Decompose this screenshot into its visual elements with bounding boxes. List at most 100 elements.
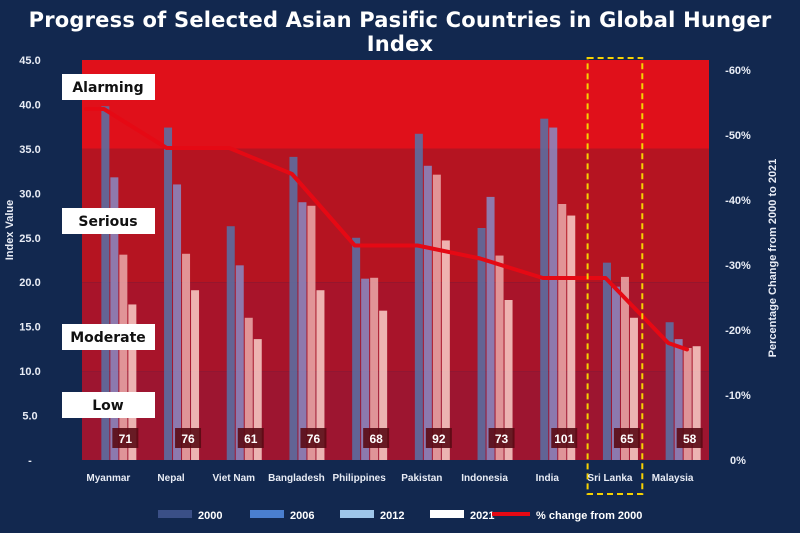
rank-box <box>237 428 264 448</box>
y2-tick-label: -20% <box>725 325 751 337</box>
bar <box>191 290 200 460</box>
legend: 2000 2006 2012 2021 % change from 2000 <box>158 510 642 522</box>
rank-label: 76 <box>181 432 195 446</box>
bar <box>504 300 513 460</box>
zone-label-box <box>62 208 155 234</box>
category-label: Malaysia <box>652 473 694 484</box>
rank-label: 76 <box>307 432 321 446</box>
rank-box <box>488 428 515 448</box>
category-label: Viet Nam <box>212 473 255 484</box>
bar <box>128 304 137 460</box>
bar <box>549 127 558 461</box>
rank-label: 65 <box>620 432 634 446</box>
rank-box <box>676 428 703 448</box>
bar <box>477 228 486 460</box>
rank-box <box>363 428 390 448</box>
legend-label: % change from 2000 <box>536 510 642 522</box>
y-tick-label: 15.0 <box>19 322 40 334</box>
bar <box>119 254 128 460</box>
rank-box <box>613 428 640 448</box>
bar <box>182 253 191 460</box>
bar <box>567 215 576 460</box>
zone-label: Alarming <box>72 80 143 96</box>
y-tick-label: 5.0 <box>22 411 37 423</box>
bar <box>495 255 504 460</box>
rank-label: 73 <box>495 432 509 446</box>
bar <box>244 317 253 460</box>
zone-band <box>82 60 709 149</box>
bar <box>629 317 638 460</box>
bar-series <box>101 106 701 461</box>
legend-swatch <box>340 510 374 518</box>
y-tick-label: - <box>28 455 32 467</box>
legend-swatch <box>250 510 284 518</box>
y2-axis-label: Percentage Change from 2000 to 2021 <box>767 159 779 358</box>
y-tick-label: 20.0 <box>19 277 40 289</box>
bar <box>361 278 370 460</box>
right-axis: 0% -10% -20% -30% -40% -50% -60% <box>725 65 751 467</box>
category-label: Pakistan <box>401 473 442 484</box>
bar <box>674 339 683 460</box>
chart-title: Progress of Selected Asian Pasific Count… <box>28 8 772 56</box>
legend-label: 2000 <box>198 510 222 522</box>
y2-tick-label: -60% <box>725 65 751 77</box>
rank-label: 58 <box>683 432 697 446</box>
y2-tick-label: -50% <box>725 130 751 142</box>
zone-label: Moderate <box>70 330 146 346</box>
zone-label-box <box>62 74 155 100</box>
bar <box>173 184 182 460</box>
category-label: Indonesia <box>461 473 508 484</box>
legend-label: 2012 <box>380 510 404 522</box>
zone-label-box <box>62 392 155 418</box>
category-label: Sri Lanka <box>587 473 632 484</box>
bar <box>352 237 361 460</box>
y2-tick-label: -30% <box>725 260 751 272</box>
legend-label: 2021 <box>470 510 494 522</box>
category-label: Bangladesh <box>268 473 325 484</box>
bar <box>253 339 262 460</box>
bar <box>683 348 692 460</box>
bar <box>692 346 701 460</box>
bar <box>307 205 316 460</box>
rank-box <box>300 428 327 448</box>
rank-label: 71 <box>119 432 133 446</box>
y-tick-label: 35.0 <box>19 144 40 156</box>
trend-line <box>84 107 690 352</box>
rank-labels: 71 76 61 76 68 92 73 101 65 58 <box>112 428 703 448</box>
bar <box>611 286 620 460</box>
category-label: India <box>536 473 560 484</box>
category-labels: Myanmar Nepal Viet Nam Bangladesh Philippine… <box>86 473 694 484</box>
bar <box>379 310 388 460</box>
bar <box>414 133 423 460</box>
bar <box>486 196 495 460</box>
legend-swatch <box>430 510 464 518</box>
bar <box>289 156 298 460</box>
zone-label: Serious <box>78 214 137 230</box>
y2-tick-label: -10% <box>725 390 751 402</box>
y-axis-label: Index Value <box>4 200 16 261</box>
legend-swatch <box>158 510 192 518</box>
bar <box>423 165 432 460</box>
bar <box>110 177 119 461</box>
bar <box>441 240 450 460</box>
rank-label: 92 <box>432 432 446 446</box>
legend-label: 2006 <box>290 510 314 522</box>
category-label: Philippines <box>332 473 386 484</box>
bar <box>316 290 325 460</box>
zone-label-box <box>62 324 155 350</box>
y2-tick-label: -40% <box>725 195 751 207</box>
category-label: Nepal <box>157 473 184 484</box>
rank-label: 101 <box>554 432 574 446</box>
percent-change-line <box>84 107 690 352</box>
highlight-box <box>586 57 644 495</box>
zone-label: Low <box>92 398 124 414</box>
y-tick-label: 25.0 <box>19 233 40 245</box>
bar <box>620 276 629 460</box>
rank-label: 68 <box>369 432 383 446</box>
bar <box>540 118 549 461</box>
left-axis: - 5.0 10.0 15.0 20.0 25.0 30.0 35.0 40.0 45.0 <box>19 55 40 467</box>
bar <box>101 106 110 460</box>
y-tick-label: 10.0 <box>19 366 40 378</box>
bar <box>298 202 307 460</box>
rank-box <box>551 428 578 448</box>
